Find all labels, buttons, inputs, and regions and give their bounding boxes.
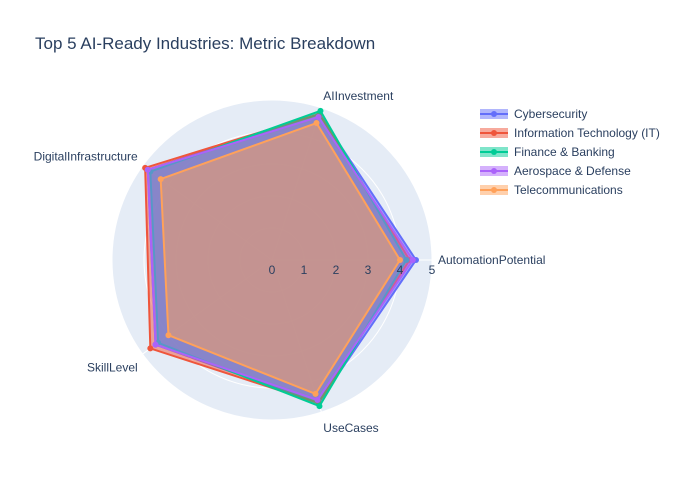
radial-tick-label: 2 xyxy=(333,263,340,277)
data-point xyxy=(147,345,154,352)
data-point xyxy=(409,257,416,263)
radial-tick-label: 4 xyxy=(397,263,404,277)
data-point xyxy=(317,107,324,114)
legend-marker xyxy=(491,130,497,136)
data-point xyxy=(312,390,319,397)
legend-marker xyxy=(491,111,497,117)
data-point xyxy=(152,341,159,348)
legend-item[interactable]: Telecommunications xyxy=(480,183,623,197)
axis-label-digitalinfrastructure: DigitalInfrastructure xyxy=(34,149,138,163)
data-point xyxy=(316,403,323,410)
legend-item[interactable]: Information Technology (IT) xyxy=(480,126,660,140)
series-area-4 xyxy=(159,121,402,396)
legend-item[interactable]: Finance & Banking xyxy=(480,145,615,159)
legend-label: Aerospace & Defense xyxy=(514,164,631,178)
radial-tick-label: 3 xyxy=(365,263,372,277)
chart-title: Top 5 AI-Ready Industries: Metric Breakd… xyxy=(35,34,376,53)
legend: Cybersecurity Information Technology (IT)… xyxy=(480,107,660,197)
axis-label-skilllevel: SkillLevel xyxy=(87,361,138,375)
legend-marker xyxy=(491,187,497,193)
radial-tick-label: 5 xyxy=(429,263,436,277)
data-point xyxy=(313,120,320,127)
legend-label: Cybersecurity xyxy=(514,107,587,121)
axis-label-usecases: UseCases xyxy=(323,421,378,435)
radial-tick-label: 1 xyxy=(301,263,308,277)
legend-marker xyxy=(491,168,497,174)
legend-label: Finance & Banking xyxy=(514,145,615,159)
legend-label: Telecommunications xyxy=(514,183,623,197)
legend-item[interactable]: Aerospace & Defense xyxy=(480,164,631,178)
data-point xyxy=(314,396,321,403)
data-point xyxy=(397,257,403,263)
legend-marker xyxy=(491,149,497,155)
axis-label-aiinvestment: AIInvestment xyxy=(323,89,394,103)
data-point xyxy=(157,176,164,183)
data-point xyxy=(144,166,151,173)
legend-label: Information Technology (IT) xyxy=(514,126,660,140)
data-point xyxy=(315,113,322,120)
legend-item[interactable]: Cybersecurity xyxy=(480,107,587,121)
axis-label-automationpotential: AutomationPotential xyxy=(438,253,545,267)
data-point xyxy=(165,332,172,339)
radial-tick-label: 0 xyxy=(269,263,276,277)
